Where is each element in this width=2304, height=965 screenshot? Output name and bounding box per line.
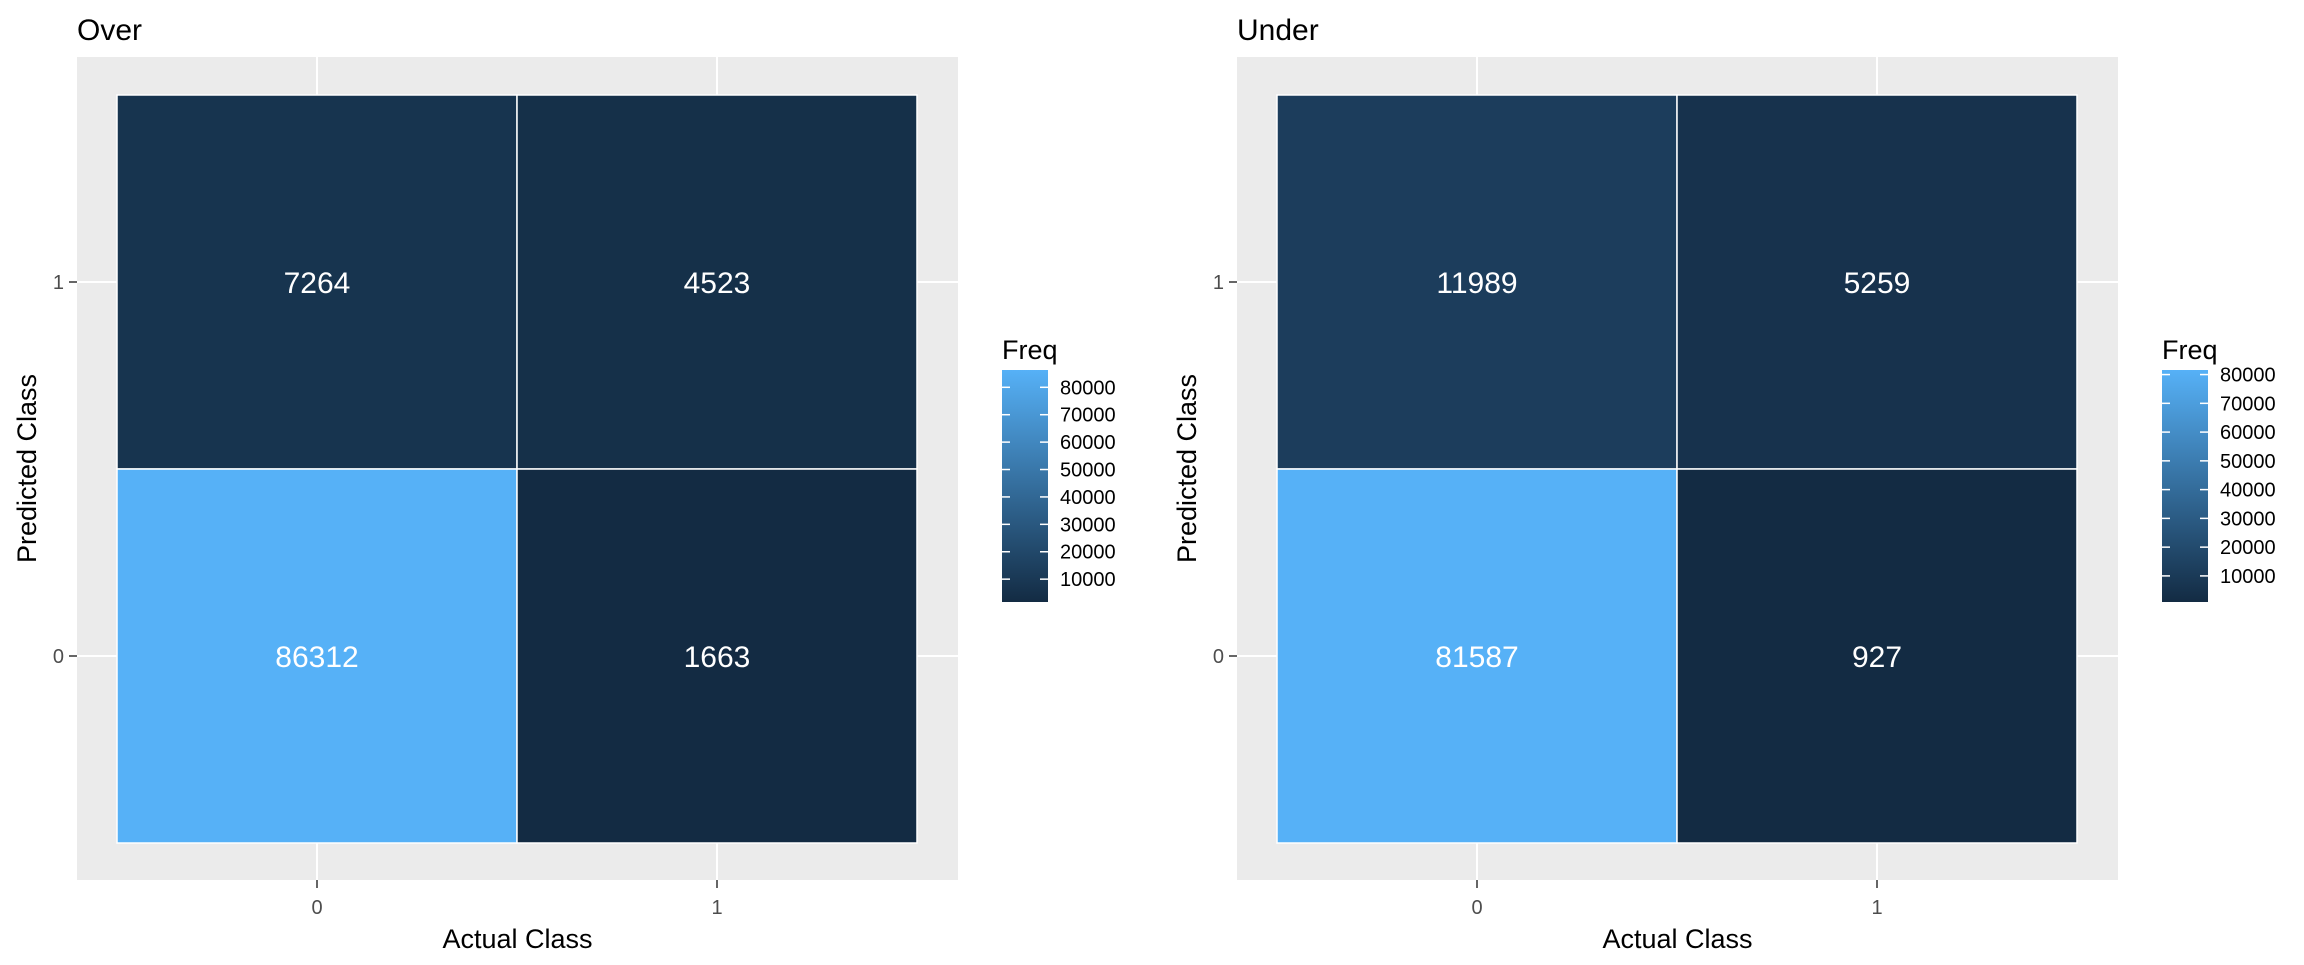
heatmap-tile bbox=[1676, 94, 2078, 470]
legend-colorbar bbox=[1002, 370, 1048, 602]
tile-value-label: 4523 bbox=[684, 267, 751, 300]
legend-tick-label: 80000 bbox=[1060, 377, 1116, 399]
legend-tick-label: 50000 bbox=[2220, 451, 2276, 473]
tile-value-label: 81587 bbox=[1435, 641, 1518, 674]
y-axis-title: Predicted Class bbox=[1172, 374, 1202, 563]
legend-colorbar bbox=[2162, 370, 2208, 602]
tile-value-label: 927 bbox=[1852, 641, 1902, 674]
heatmap-tile bbox=[516, 94, 918, 470]
legend-tick-label: 10000 bbox=[1060, 569, 1116, 591]
legend-tick-label: 20000 bbox=[1060, 542, 1116, 564]
legend-tick-label: 70000 bbox=[1060, 405, 1116, 427]
legend-title: Freq bbox=[1002, 335, 1058, 365]
chart-panel-under: Under 11989 5259 81587 927 0 1 0 1 Actual Class Pr… bbox=[1172, 14, 2276, 954]
x-tick-label: 1 bbox=[1871, 897, 1882, 919]
heatmap-tile bbox=[1276, 468, 1678, 844]
y-tick-label: 1 bbox=[53, 272, 64, 294]
legend-tick-label: 80000 bbox=[2220, 365, 2276, 387]
tile-value-label: 86312 bbox=[275, 641, 358, 674]
y-tick-label: 0 bbox=[53, 646, 64, 668]
y-tick-label: 1 bbox=[1213, 272, 1224, 294]
legend-tick-label: 60000 bbox=[2220, 422, 2276, 444]
tile-value-label: 11989 bbox=[1436, 267, 1517, 300]
legend-tick-label: 40000 bbox=[2220, 480, 2276, 502]
legend-tick-label: 10000 bbox=[2220, 566, 2276, 588]
legend-tick-label: 20000 bbox=[2220, 537, 2276, 559]
chart-title: Over bbox=[77, 14, 142, 47]
legend-tick-label: 30000 bbox=[2220, 508, 2276, 530]
legend-tick-label: 70000 bbox=[2220, 393, 2276, 415]
heatmap-tile bbox=[1276, 94, 1678, 470]
heatmap-tile bbox=[116, 468, 518, 844]
tile-value-label: 1663 bbox=[684, 641, 751, 674]
heatmap-tile bbox=[1676, 468, 2078, 844]
legend-tick-label: 30000 bbox=[1060, 514, 1116, 536]
chart-title: Under bbox=[1237, 14, 1319, 47]
y-tick-label: 0 bbox=[1213, 646, 1224, 668]
x-axis-title: Actual Class bbox=[1602, 924, 1752, 954]
tile-value-label: 5259 bbox=[1844, 267, 1911, 300]
x-axis-title: Actual Class bbox=[442, 924, 592, 954]
y-axis-title: Predicted Class bbox=[12, 374, 42, 563]
x-tick-label: 1 bbox=[711, 897, 722, 919]
legend-title: Freq bbox=[2162, 335, 2218, 365]
x-tick-label: 0 bbox=[1471, 897, 1482, 919]
legend-tick-label: 60000 bbox=[1060, 432, 1116, 454]
legend-tick-label: 40000 bbox=[1060, 487, 1116, 509]
tile-value-label: 7264 bbox=[284, 267, 351, 300]
heatmap-tile bbox=[516, 468, 918, 844]
legend-tick-label: 50000 bbox=[1060, 460, 1116, 482]
chart-panel-over: Over 7264 4523 86312 1663 0 1 0 1 Actual Class Pre… bbox=[12, 14, 1116, 954]
x-tick-label: 0 bbox=[311, 897, 322, 919]
